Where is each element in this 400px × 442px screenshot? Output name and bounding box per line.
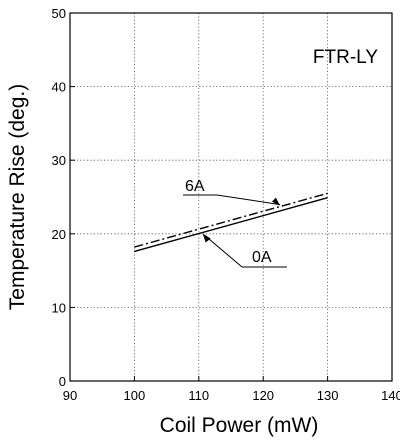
y-tick-labels: 0 10 20 30 40 50 — [52, 6, 75, 389]
x-tick-label: 100 — [124, 388, 146, 403]
x-tick-labels: 90 100 110 120 130 140 — [63, 376, 400, 403]
arrowhead-0A — [202, 233, 211, 243]
y-tick-label: 10 — [52, 300, 66, 315]
plot-frame — [69, 12, 393, 382]
y-tick-label: 20 — [52, 227, 66, 242]
annotation-6A: 6A — [185, 178, 205, 195]
x-tick-label: 110 — [188, 388, 209, 403]
x-tick-label: 140 — [381, 388, 400, 403]
leader-6A-pointer — [216, 194, 281, 206]
series-line-6A — [134, 192, 328, 248]
leader-0A-pointer — [203, 234, 243, 268]
series-lines — [134, 192, 328, 253]
y-tick-label: 50 — [52, 6, 66, 21]
grid-lines — [70, 13, 392, 381]
y-tick-label: 40 — [52, 80, 66, 95]
arrowhead-6A — [271, 197, 280, 206]
chart-title: FTR-LY — [313, 47, 378, 68]
y-tick-label: 0 — [59, 374, 66, 389]
series-annotations: 6A 0A — [183, 178, 287, 268]
series-line-0A — [134, 197, 328, 253]
x-tick-label: 120 — [252, 388, 274, 403]
y-tick-label: 30 — [52, 153, 66, 168]
y-axis-title: Temperature Rise (deg.) — [6, 84, 29, 310]
x-tick-label: 90 — [63, 388, 77, 403]
x-axis-title: Coil Power (mW) — [160, 414, 319, 437]
x-tick-label: 130 — [317, 388, 339, 403]
annotation-0A: 0A — [252, 249, 272, 266]
